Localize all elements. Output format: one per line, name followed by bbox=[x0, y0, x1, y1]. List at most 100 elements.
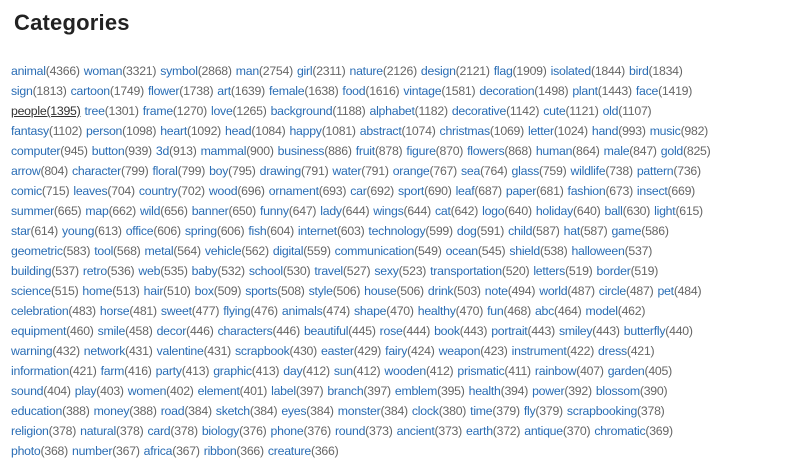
category-link-nature[interactable]: nature(2126) bbox=[350, 64, 418, 78]
category-link-woman[interactable]: woman(3321) bbox=[84, 64, 157, 78]
category-link-button[interactable]: button(939) bbox=[92, 144, 152, 158]
category-link-healthy[interactable]: healthy(470) bbox=[418, 304, 484, 318]
category-link-girl[interactable]: girl(2311) bbox=[297, 64, 346, 78]
category-link-frame[interactable]: frame(1270) bbox=[143, 104, 207, 118]
category-link-man[interactable]: man(2754) bbox=[236, 64, 293, 78]
category-link-education[interactable]: education(388) bbox=[11, 404, 90, 418]
category-link-floral[interactable]: floral(799) bbox=[152, 164, 205, 178]
category-link-prismatic[interactable]: prismatic(411) bbox=[457, 364, 531, 378]
category-link-horse[interactable]: horse(481) bbox=[100, 304, 157, 318]
category-link-health[interactable]: health(394) bbox=[469, 384, 529, 398]
category-link-bird[interactable]: bird(1834) bbox=[629, 64, 683, 78]
category-link-character[interactable]: character(799) bbox=[72, 164, 149, 178]
category-link-graphic[interactable]: graphic(413) bbox=[213, 364, 279, 378]
category-link-blossom[interactable]: blossom(390) bbox=[596, 384, 668, 398]
category-link-sports[interactable]: sports(508) bbox=[245, 284, 305, 298]
category-link-symbol[interactable]: symbol(2868) bbox=[160, 64, 232, 78]
category-link-letters[interactable]: letters(519) bbox=[533, 264, 592, 278]
category-link-celebration[interactable]: celebration(483) bbox=[11, 304, 96, 318]
category-link-flowers[interactable]: flowers(868) bbox=[467, 144, 532, 158]
category-link-happy[interactable]: happy(1081) bbox=[289, 124, 356, 138]
category-link-people[interactable]: people(1395) bbox=[11, 104, 81, 118]
category-link-cat[interactable]: cat(642) bbox=[435, 204, 478, 218]
category-link-rose[interactable]: rose(444) bbox=[380, 324, 431, 338]
category-link-wildlife[interactable]: wildlife(738) bbox=[570, 164, 633, 178]
category-link-3d[interactable]: 3d(913) bbox=[156, 144, 197, 158]
category-link-digital[interactable]: digital(559) bbox=[273, 244, 331, 258]
category-link-play[interactable]: play(403) bbox=[75, 384, 124, 398]
category-link-biology[interactable]: biology(376) bbox=[202, 424, 267, 438]
category-link-number[interactable]: number(367) bbox=[72, 444, 140, 458]
category-link-wings[interactable]: wings(644) bbox=[373, 204, 431, 218]
category-link-heart[interactable]: heart(1092) bbox=[160, 124, 221, 138]
category-link-geometric[interactable]: geometric(583) bbox=[11, 244, 90, 258]
category-link-flower[interactable]: flower(1738) bbox=[148, 84, 214, 98]
category-link-star[interactable]: star(614) bbox=[11, 224, 58, 238]
category-link-letter[interactable]: letter(1024) bbox=[528, 124, 588, 138]
category-link-animal[interactable]: animal(4366) bbox=[11, 64, 80, 78]
category-link-flag[interactable]: flag(1909) bbox=[494, 64, 547, 78]
category-link-retro[interactable]: retro(536) bbox=[83, 264, 135, 278]
category-link-decoration[interactable]: decoration(1498) bbox=[479, 84, 568, 98]
category-link-person[interactable]: person(1098) bbox=[86, 124, 156, 138]
category-link-summer[interactable]: summer(665) bbox=[11, 204, 82, 218]
category-link-water[interactable]: water(791) bbox=[332, 164, 389, 178]
category-link-africa[interactable]: africa(367) bbox=[144, 444, 200, 458]
category-link-garden[interactable]: garden(405) bbox=[608, 364, 673, 378]
category-link-vintage[interactable]: vintage(1581) bbox=[403, 84, 475, 98]
category-link-business[interactable]: business(886) bbox=[278, 144, 352, 158]
category-link-head[interactable]: head(1084) bbox=[225, 124, 286, 138]
category-link-sea[interactable]: sea(764) bbox=[461, 164, 508, 178]
category-link-vehicle[interactable]: vehicle(562) bbox=[205, 244, 269, 258]
category-link-natural[interactable]: natural(378) bbox=[80, 424, 144, 438]
category-link-border[interactable]: border(519) bbox=[597, 264, 659, 278]
category-link-isolated[interactable]: isolated(1844) bbox=[551, 64, 626, 78]
category-link-halloween[interactable]: halloween(537) bbox=[571, 244, 652, 258]
category-link-cartoon[interactable]: cartoon(1749) bbox=[71, 84, 145, 98]
category-link-food[interactable]: food(1616) bbox=[342, 84, 399, 98]
category-link-dog[interactable]: dog(591) bbox=[457, 224, 505, 238]
category-link-technology[interactable]: technology(599) bbox=[368, 224, 453, 238]
category-link-fairy[interactable]: fairy(424) bbox=[385, 344, 435, 358]
category-link-style[interactable]: style(506) bbox=[309, 284, 361, 298]
category-link-scrapbook[interactable]: scrapbook(430) bbox=[235, 344, 317, 358]
category-link-power[interactable]: power(392) bbox=[532, 384, 592, 398]
category-link-child[interactable]: child(587) bbox=[508, 224, 560, 238]
category-link-background[interactable]: background(1188) bbox=[271, 104, 366, 118]
category-link-farm[interactable]: farm(416) bbox=[101, 364, 152, 378]
category-link-rainbow[interactable]: rainbow(407) bbox=[535, 364, 604, 378]
category-link-leaves[interactable]: leaves(704) bbox=[73, 184, 135, 198]
category-link-women[interactable]: women(402) bbox=[128, 384, 194, 398]
category-link-money[interactable]: money(388) bbox=[94, 404, 157, 418]
category-link-eyes[interactable]: eyes(384) bbox=[281, 404, 334, 418]
category-link-equipment[interactable]: equipment(460) bbox=[11, 324, 94, 338]
category-link-fish[interactable]: fish(604) bbox=[248, 224, 294, 238]
category-link-map[interactable]: map(662) bbox=[85, 204, 136, 218]
category-link-dress[interactable]: dress(421) bbox=[598, 344, 655, 358]
category-link-light[interactable]: light(615) bbox=[654, 204, 703, 218]
category-link-box[interactable]: box(509) bbox=[195, 284, 242, 298]
category-link-gold[interactable]: gold(825) bbox=[661, 144, 711, 158]
category-link-game[interactable]: game(586) bbox=[611, 224, 668, 238]
category-link-tree[interactable]: tree(1301) bbox=[84, 104, 139, 118]
category-link-computer[interactable]: computer(945) bbox=[11, 144, 88, 158]
category-link-sketch[interactable]: sketch(384) bbox=[216, 404, 278, 418]
category-link-party[interactable]: party(413) bbox=[156, 364, 210, 378]
category-link-characters[interactable]: characters(446) bbox=[218, 324, 301, 338]
category-link-female[interactable]: female(1638) bbox=[269, 84, 339, 98]
category-link-abc[interactable]: abc(464) bbox=[535, 304, 582, 318]
category-link-photo[interactable]: photo(368) bbox=[11, 444, 68, 458]
category-link-arrow[interactable]: arrow(804) bbox=[11, 164, 68, 178]
category-link-smile[interactable]: smile(458) bbox=[98, 324, 153, 338]
category-link-fly[interactable]: fly(379) bbox=[524, 404, 563, 418]
category-link-science[interactable]: science(515) bbox=[11, 284, 79, 298]
category-link-world[interactable]: world(487) bbox=[539, 284, 595, 298]
category-link-flying[interactable]: flying(476) bbox=[223, 304, 278, 318]
category-link-face[interactable]: face(1419) bbox=[636, 84, 693, 98]
category-link-travel[interactable]: travel(527) bbox=[314, 264, 370, 278]
category-link-smiley[interactable]: smiley(443) bbox=[559, 324, 620, 338]
category-link-mammal[interactable]: mammal(900) bbox=[201, 144, 274, 158]
category-link-glass[interactable]: glass(759) bbox=[512, 164, 567, 178]
category-link-fashion[interactable]: fashion(673) bbox=[568, 184, 634, 198]
category-link-hat[interactable]: hat(587) bbox=[564, 224, 608, 238]
